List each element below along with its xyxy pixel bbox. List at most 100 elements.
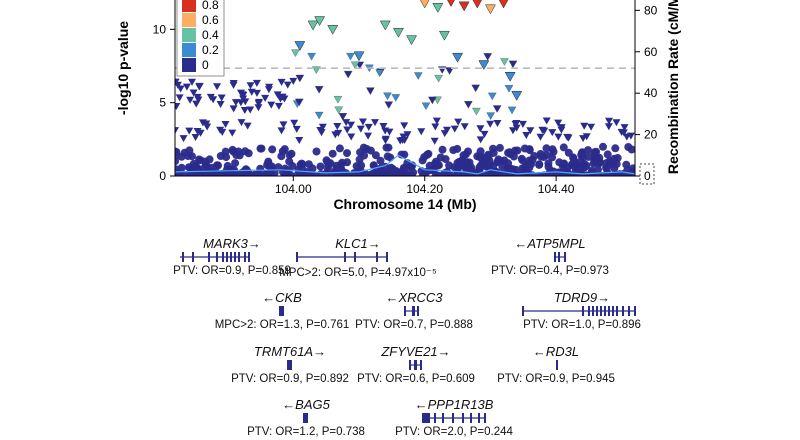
gene-xrcc3: ←XRCC3 PTV: OR=0.7, P=0.888 [314,290,514,331]
gene-model [296,252,388,262]
variant-point [431,123,440,131]
variant-point [334,106,343,115]
variant-point [179,135,188,143]
variant-point [396,168,405,176]
variant-point [358,118,367,126]
variant-point [399,133,408,141]
variant-point [458,1,470,12]
variant-point [376,156,385,165]
variant-point [554,133,563,141]
gene-model [279,306,284,316]
variant-point [504,72,516,82]
variant-point [242,165,251,174]
gene-name: ←ATP5MPL [514,236,586,251]
gene-stat: PTV: OR=0.6, P=0.609 [357,373,475,385]
variant-point [582,133,591,141]
variant-point [237,119,246,127]
variant-point [359,143,368,152]
variant-point [324,161,333,170]
variant-point [440,130,449,138]
gene-rd3l: ←RD3L PTV: OR=0.9, P=0.945 [456,344,656,385]
variant-point [421,102,431,110]
variant-point [604,117,613,125]
variant-point [256,164,265,173]
variant-point [505,165,514,174]
legend-label: 0.4 [202,28,219,42]
variant-point [403,131,412,139]
gene-stat: PTV: OR=0.9, P=0.859 [173,265,291,277]
variant-point [535,160,544,169]
variant-point [314,16,325,27]
variant-point [328,149,337,158]
variant-point [483,53,492,61]
variant-point [430,137,439,145]
variant-point [432,117,441,125]
legend-swatch [182,43,196,57]
variant-point [472,0,482,9]
variant-point [485,4,496,15]
variant-point [295,136,304,144]
variant-point [342,119,351,127]
variant-point [203,123,212,131]
variant-point [175,157,180,166]
gene-stat: PTV: OR=1.0, P=0.896 [523,319,641,331]
variant-point [280,145,289,154]
variant-point [206,93,215,101]
gene-name: KLC1→ [335,236,381,251]
variant-point [364,123,373,131]
variant-point [542,144,551,153]
variant-point [436,153,445,162]
variant-point [213,83,222,91]
variant-point [379,20,391,31]
variant-point [343,70,353,79]
legend-label: 0.2 [202,43,219,57]
variant-point [209,171,218,176]
gene-model [422,413,486,423]
variant-point [175,103,181,111]
variant-point [391,94,401,102]
variant-point [605,157,614,165]
variant-point [620,124,629,132]
variant-point [221,120,230,128]
variant-point [546,166,555,175]
variant-point [453,144,462,153]
gene-name: ←BAG5 [282,397,330,412]
x-ticks: 104.00 104.20 104.40 [275,176,575,196]
y-tick-label: 5 [159,96,166,110]
gene-stat: PTV: OR=2.0, P=0.244 [395,426,513,438]
gene-model [180,252,250,262]
variant-point [580,122,589,130]
variant-point [472,107,481,116]
variant-point [375,69,384,77]
variant-point [548,129,557,137]
variant-point [274,163,283,172]
variant-point [498,0,509,9]
variant-point [557,124,566,132]
variant-point [559,143,568,152]
variant-point [571,158,580,167]
gene-stat: PTV: OR=0.9, P=0.945 [497,373,615,385]
variant-point [366,87,375,95]
variant-point [333,96,343,104]
variant-point [218,128,227,136]
variant-point [189,159,198,168]
variant-point [254,104,263,112]
variant-point [479,153,488,162]
variant-point [360,151,369,160]
gene-ckb: ←CKB MPC>2: OR=1.3, P=0.761 [182,290,382,331]
variant-point [383,152,392,161]
variant-point [193,93,202,101]
gene-trmt61a: TRMT61A→ PTV: OR=0.9, P=0.892 [190,344,390,385]
variant-point [188,78,197,86]
variant-point [229,105,238,113]
background-variants [175,49,635,176]
variant-point [343,126,352,134]
variant-point [538,126,547,134]
variant-point [312,66,321,74]
variant-point [186,96,195,104]
variant-point [254,100,263,108]
variant-point [465,158,474,167]
gene-name: TRMT61A→ [253,344,327,359]
variant-point [261,94,270,102]
gene-model [554,252,566,262]
